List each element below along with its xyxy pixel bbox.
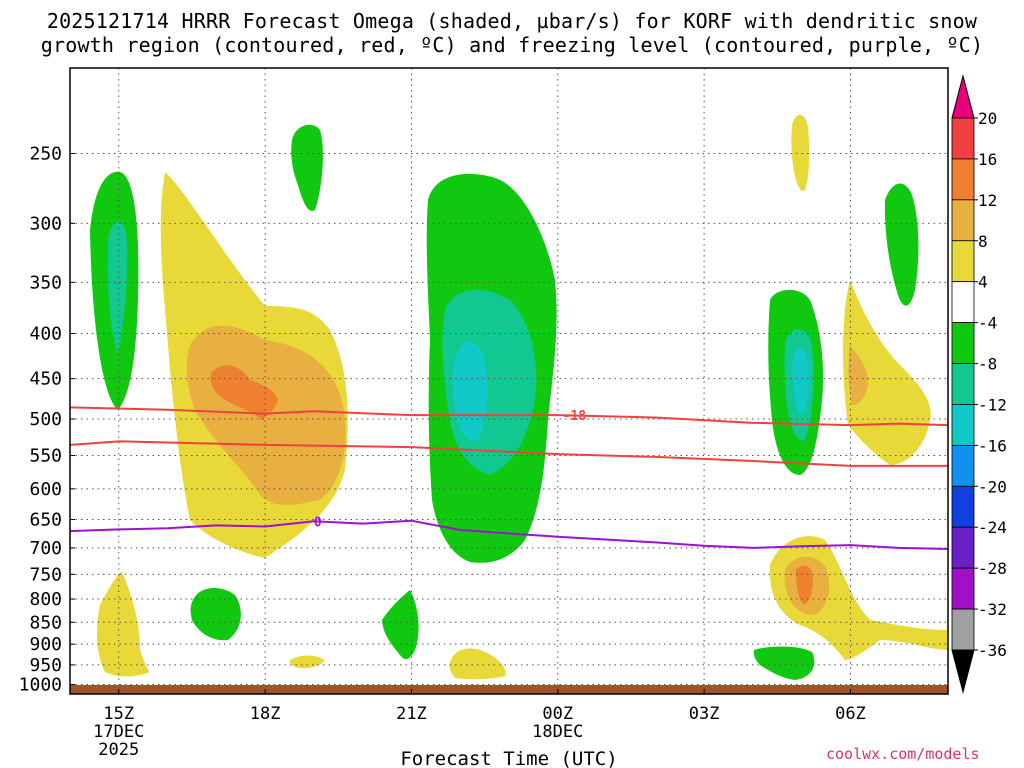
x-tick-label-00Z: 00Z [542, 704, 573, 724]
y-tick-label-300: 300 [29, 213, 62, 234]
y-tick-label-1000: 1000 [19, 675, 62, 696]
x-tick-label-06Z: 06Z [835, 704, 866, 724]
y-tick-label-900: 900 [29, 634, 62, 655]
contour-dendritic-lower [69, 440, 948, 467]
colorbar-label-2: 12 [978, 191, 997, 210]
colorbar-label-4: 4 [978, 273, 988, 292]
colorbar-bin-8 [951, 444, 975, 487]
chart-title-line-1: 2025121714 HRRR Forecast Omega (shaded, … [46, 9, 978, 33]
colorbar-bin-3 [951, 240, 975, 283]
omega-region-cyan-1 [107, 221, 128, 355]
y-tick-label-850: 850 [29, 612, 62, 633]
x-tick-sublabel-00Z: 18DEC [532, 722, 583, 742]
colorbar-bin-7 [951, 404, 975, 446]
y-tick-label-750: 750 [29, 564, 62, 585]
colorbar-label-5: -4 [978, 314, 997, 333]
y-tick-label-550: 550 [29, 446, 62, 467]
omega-region-orange-5 [796, 565, 813, 605]
omega-region-yellow-4 [843, 280, 931, 465]
y-tick-label-700: 700 [29, 538, 62, 559]
colorbar-label-9: -20 [978, 477, 1007, 496]
omega-region-green-8 [382, 590, 419, 660]
colorbar-label-1: 16 [978, 150, 997, 169]
y-tick-label-250: 250 [29, 143, 62, 164]
contour-dendritic-upper [69, 406, 949, 427]
y-tick-label-600: 600 [29, 479, 62, 500]
colorbar-top-arrow [951, 74, 975, 119]
colorbar-label-12: -32 [978, 600, 1007, 619]
colorbar-bin-6 [951, 363, 975, 405]
x-tick-label-21Z: 21Z [396, 704, 427, 724]
colorbar-label-6: -8 [978, 355, 997, 374]
x-tick-sublabel-15Z: 17DEC [93, 722, 144, 742]
omega-region-green-2 [291, 124, 323, 211]
x-tick-year-15Z: 2025 [98, 740, 139, 760]
contour-lines: -18 0 [69, 406, 949, 550]
omega-region-green-6 [753, 646, 815, 680]
omega-region-yellow-11 [289, 655, 325, 669]
terrain-ground [70, 685, 948, 694]
colorbar-bottom-arrow [951, 649, 975, 694]
contour-label-dendritic-upper: -18 [563, 409, 587, 424]
y-tick-label-400: 400 [29, 324, 62, 345]
colorbar-bin-4 [951, 281, 975, 324]
x-tick-label-03Z: 03Z [689, 704, 720, 724]
x-axis-label: Forecast Time (UTC) [400, 748, 617, 768]
credit-text[interactable]: coolwx.com/models [826, 745, 980, 763]
colorbar-label-11: -28 [978, 559, 1007, 578]
colorbar-label-3: 8 [978, 232, 988, 251]
omega-region-gold-4 [848, 345, 868, 405]
colorbar-label-8: -16 [978, 436, 1007, 455]
contour-label-freezing-level: 0 [314, 515, 322, 530]
omega-region-green-12 [884, 183, 919, 306]
omega-shaded-fields [90, 114, 948, 680]
colorbar-bin-0 [951, 117, 975, 160]
y-tick-label-800: 800 [29, 589, 62, 610]
colorbar-label-7: -12 [978, 395, 1007, 414]
colorbar-bin-1 [951, 158, 975, 201]
colorbar-label-10: -24 [978, 518, 1007, 537]
omega-region-green-7 [190, 588, 241, 641]
omega-region-yellow-9 [97, 572, 150, 677]
contour-freezing-level [69, 519, 949, 550]
colorbar-bin-5 [951, 322, 975, 364]
y-tick-label-650: 650 [29, 510, 62, 531]
colorbar-bin-10 [951, 526, 975, 569]
colorbar-bin-11 [951, 567, 975, 610]
colorbar: 20 16 12 8 4 -4 -8 -12 -16 -20 -24 -28 -32 -36 [951, 74, 1007, 694]
omega-region-yellow-12 [791, 114, 810, 191]
omega-region-yellow-10 [449, 648, 506, 680]
omega-region-orange-1 [210, 365, 278, 420]
x-tick-label-18Z: 18Z [250, 704, 281, 724]
chart-title-line-2: growth region (contoured, red, ºC) and f… [40, 33, 984, 57]
colorbar-label-0: 20 [978, 109, 997, 128]
y-axis: 2503003504004505005506006507007508008509… [19, 143, 75, 696]
plot-frame [69, 67, 949, 695]
x-tick-label-15Z: 15Z [103, 704, 134, 724]
colorbar-bin-12 [951, 608, 975, 651]
colorbar-bin-9 [951, 485, 975, 528]
gridlines [70, 68, 948, 694]
y-tick-label-350: 350 [29, 272, 62, 293]
y-tick-label-950: 950 [29, 655, 62, 676]
colorbar-label-13: -36 [978, 641, 1007, 660]
omega-region-cyan-4 [792, 348, 809, 415]
y-tick-label-500: 500 [29, 409, 62, 430]
y-tick-label-450: 450 [29, 369, 62, 390]
colorbar-bin-2 [951, 199, 975, 242]
